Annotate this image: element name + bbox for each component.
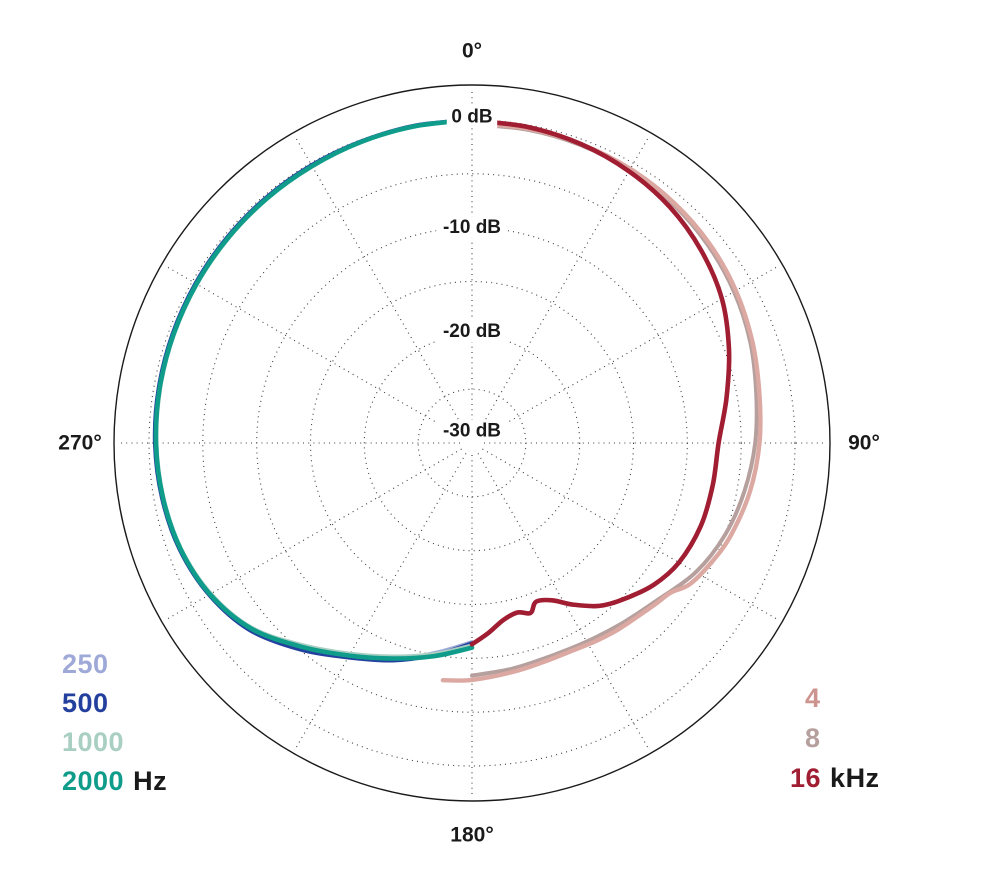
legend-high-frequencies: 4 8 16 kHz	[790, 678, 880, 798]
db-label-backing	[436, 420, 508, 442]
db-tick-label-0: 0 dB	[451, 107, 492, 128]
legend-item-16: 16 kHz	[790, 758, 880, 798]
grid-spoke-30	[477, 137, 649, 433]
grid-ring--10dB	[256, 227, 688, 659]
legend-label-8: 8	[805, 723, 821, 753]
db-tick-label--20: -20 dB	[443, 321, 501, 342]
grid-ring--15dB	[309, 280, 635, 606]
grid-spoke-300	[166, 266, 462, 438]
legend-label-2000: 2000	[62, 766, 125, 796]
curve-2000Hz	[153, 117, 475, 661]
grid-spoke-210	[295, 453, 467, 749]
legend-low-frequencies: 250 500 1000 2000 Hz	[62, 645, 167, 801]
angle-label-270: 270°	[58, 432, 101, 455]
db-tick-label--10: -10 dB	[443, 217, 501, 238]
grid-ring--25dB	[417, 388, 527, 498]
grid-ring--20dB	[363, 334, 581, 552]
grid-spoke-330	[295, 137, 467, 433]
legend-label-500: 500	[62, 688, 109, 718]
angle-label-0: 0°	[462, 40, 482, 63]
db-label-backing	[436, 320, 508, 343]
legend-unit-hz: Hz	[133, 766, 168, 796]
outer-circle	[113, 84, 831, 802]
grid-ring-0dB	[148, 119, 796, 767]
db-tick-label--30: -30 dB	[443, 421, 501, 442]
curve-4kHz	[440, 121, 763, 683]
grid-ring--5dB	[202, 173, 742, 713]
curve-1000Hz	[154, 118, 474, 659]
angle-label-90: 90°	[848, 432, 880, 455]
curve-500Hz	[152, 118, 474, 663]
legend-item-250: 250	[62, 645, 167, 684]
curve-8kHz	[470, 122, 759, 678]
curve-250Hz	[153, 118, 474, 662]
legend-item-500: 500	[62, 684, 167, 723]
legend-item-1000: 1000	[62, 723, 167, 762]
db-label-backing	[446, 106, 498, 128]
legend-label-250: 250	[62, 649, 109, 679]
angle-label-180: 180°	[450, 824, 493, 847]
legend-label-4: 4	[805, 683, 821, 713]
legend-label-1000: 1000	[62, 727, 125, 757]
legend-item-4: 4	[790, 678, 880, 718]
legend-label-16: 16	[790, 763, 822, 793]
legend-item-8: 8	[790, 718, 880, 758]
db-label-backing	[436, 216, 508, 239]
legend-item-2000: 2000 Hz	[62, 762, 167, 801]
legend-unit-khz: kHz	[830, 763, 880, 793]
curve-16kHz	[469, 118, 732, 647]
